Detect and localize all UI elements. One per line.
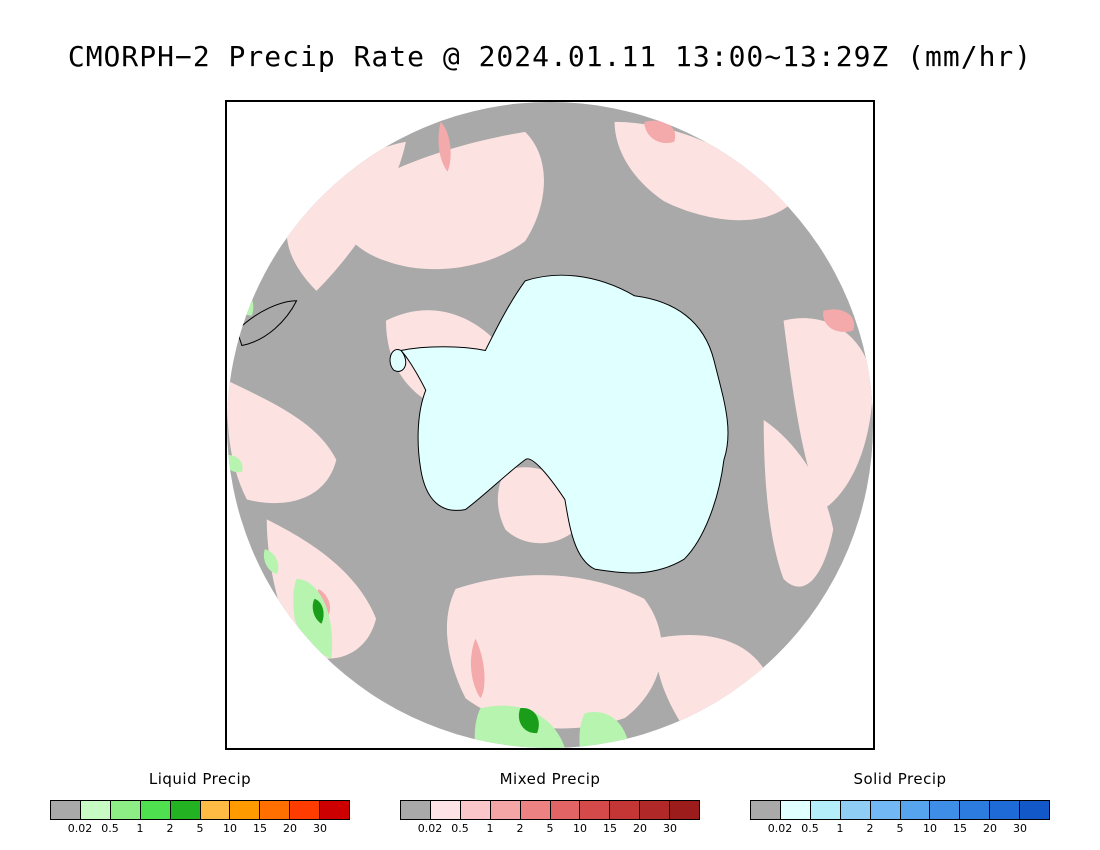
legend-tick-label: 2 (166, 822, 174, 835)
legend-swatch (960, 801, 991, 819)
mixed-precip-moderate-south (470, 638, 485, 699)
legend-swatch (401, 801, 431, 819)
legend-swatch (140, 801, 171, 819)
legend-swatch (640, 801, 671, 819)
legend-swatch (751, 801, 781, 819)
legend-tick-label: 15 (953, 822, 967, 835)
legend-tick-label: 10 (923, 822, 937, 835)
legend-tick-label: 10 (573, 822, 587, 835)
legend-ticks-solid: 0.02 0.5 1 2 5 10 15 20 30 (750, 822, 1050, 838)
legend-tick-label: 30 (313, 822, 327, 835)
liquid-precip-south-right (579, 711, 630, 748)
legend-tick-label: 1 (486, 822, 494, 835)
legend-tick-label: 20 (633, 822, 647, 835)
legend-swatch (1020, 801, 1050, 819)
legend-tick-label: 0.5 (101, 822, 119, 835)
legend-swatches-solid (750, 800, 1050, 820)
mixed-precip-band-ne (614, 121, 794, 221)
legend-tick-label: 0.02 (67, 822, 93, 835)
legend-swatch (780, 801, 811, 819)
liquid-precip-heavy-sw (312, 598, 324, 624)
legend-swatches-mixed (400, 800, 700, 820)
legend-swatch (260, 801, 291, 819)
mixed-precip-band-east (783, 318, 873, 510)
legend-swatches-liquid (50, 800, 350, 820)
legend-swatch (840, 801, 871, 819)
legend-title-solid: Solid Precip (853, 770, 947, 788)
legend-tick-label: 30 (663, 822, 677, 835)
mixed-precip-band-west (227, 380, 337, 504)
legend-tick-label: 15 (603, 822, 617, 835)
legend-tick-label: 30 (1013, 822, 1027, 835)
legend-mixed-precip: Mixed Precip 0.02 0.5 1 2 5 10 15 20 30 (400, 770, 700, 838)
legend-ticks-liquid: 0.02 0.5 1 2 5 10 15 20 30 (50, 822, 350, 838)
legend-swatch (230, 801, 261, 819)
legend-tick-label: 0.5 (801, 822, 819, 835)
liquid-precip-heavy-regions (312, 598, 539, 734)
legend-swatch (930, 801, 961, 819)
legend-swatch (110, 801, 141, 819)
legend-swatch (610, 801, 641, 819)
map-title: CMORPH−2 Precip Rate @ 2024.01.11 13:00~… (67, 40, 1033, 73)
antarctica-continent (399, 274, 729, 574)
mixed-precip-light-regions (227, 121, 873, 729)
liquid-precip-heavy-south (518, 708, 539, 734)
legend-swatch (810, 801, 841, 819)
globe-disc (227, 102, 873, 748)
liquid-precip-west-edge (227, 454, 243, 473)
legend-swatch (51, 801, 81, 819)
legend-swatch (870, 801, 901, 819)
legend-tick-label: 0.02 (417, 822, 443, 835)
legend-swatch (290, 801, 321, 819)
legend-tick-label: 15 (253, 822, 267, 835)
legend-tick-label: 2 (866, 822, 874, 835)
legend-swatch (900, 801, 931, 819)
legend-swatch (990, 801, 1021, 819)
legend-swatch (170, 801, 201, 819)
mixed-precip-band-east-lower (763, 420, 834, 587)
south-america-tip (236, 300, 298, 347)
legend-swatch (200, 801, 231, 819)
legend-swatch (580, 801, 611, 819)
legend-swatch (460, 801, 491, 819)
mixed-precip-band-south (446, 575, 662, 729)
mixed-precip-band-north (336, 131, 544, 270)
liquid-precip-light-regions (227, 290, 630, 748)
legend-swatch (670, 801, 700, 819)
map-frame (225, 100, 875, 750)
legend-tick-label: 10 (223, 822, 237, 835)
legend-tick-label: 2 (516, 822, 524, 835)
legend-tick-label: 5 (546, 822, 554, 835)
precip-map (227, 102, 873, 748)
liquid-precip-west-lower (263, 549, 279, 575)
legend-liquid-precip: Liquid Precip 0.02 0.5 1 2 5 10 15 20 30 (50, 770, 350, 838)
mixed-precip-band-nw (286, 141, 406, 291)
legend-swatch (320, 801, 350, 819)
antarctic-peninsula (389, 349, 407, 372)
legend-tick-label: 1 (836, 822, 844, 835)
legend-tick-label: 0.5 (451, 822, 469, 835)
legend-tick-label: 5 (196, 822, 204, 835)
liquid-precip-sw (293, 579, 333, 659)
legend-ticks-mixed: 0.02 0.5 1 2 5 10 15 20 30 (400, 822, 700, 838)
legend-solid-precip: Solid Precip 0.02 0.5 1 2 5 10 15 20 30 (750, 770, 1050, 838)
mixed-precip-moderate-east (823, 309, 855, 332)
mixed-precip-moderate-ne (644, 120, 676, 144)
legend-title-liquid: Liquid Precip (148, 770, 252, 788)
legend-swatch (430, 801, 461, 819)
legend-tick-label: 20 (283, 822, 297, 835)
legend-title-mixed: Mixed Precip (499, 770, 601, 788)
legend-tick-label: 1 (136, 822, 144, 835)
legend-swatch (490, 801, 521, 819)
legend-tick-label: 5 (896, 822, 904, 835)
liquid-precip-nw-edge (236, 290, 254, 316)
legend-tick-label: 0.02 (767, 822, 793, 835)
legend-tick-label: 20 (983, 822, 997, 835)
mixed-precip-moderate-north (438, 121, 451, 172)
legend-swatch (520, 801, 551, 819)
liquid-precip-south (474, 705, 565, 748)
legend-swatch (550, 801, 581, 819)
legend-swatch (80, 801, 111, 819)
